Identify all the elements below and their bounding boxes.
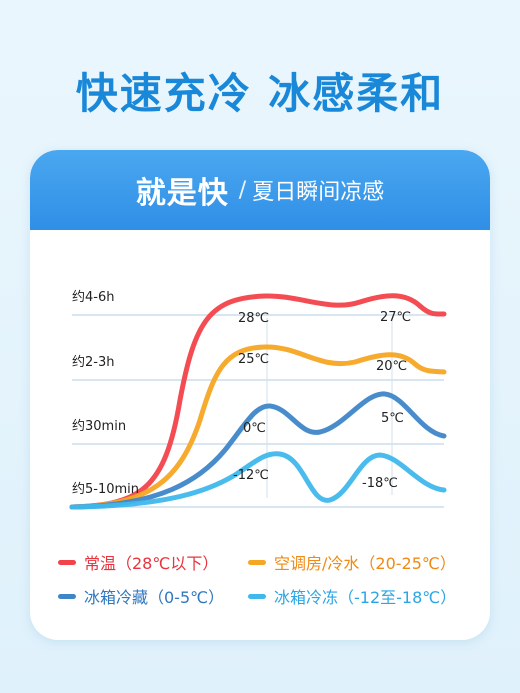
point-label: 25℃ — [238, 352, 269, 367]
legend-label: 空调房/冷水（20-25℃） — [274, 554, 456, 573]
legend-item: 常温（28℃以下） — [58, 550, 218, 574]
legend-item: 空调房/冷水（20-25℃） — [248, 550, 456, 574]
point-label: 20℃ — [376, 359, 407, 374]
card-title: 就是快 — [135, 176, 229, 211]
point-label: 27℃ — [380, 310, 411, 325]
legend-swatch — [58, 593, 76, 599]
chart-value-markers — [266, 318, 393, 498]
chart-card: 就是快 / 夏日瞬间凉感 — [30, 150, 490, 640]
point-label: 0℃ — [243, 421, 266, 436]
time-label: 约30min — [72, 419, 126, 434]
legend-item: 冰箱冷藏（0-5℃） — [58, 584, 224, 608]
point-label: 28℃ — [238, 311, 269, 326]
series-curve — [69, 451, 447, 510]
series-curve — [69, 344, 447, 510]
point-label: -18℃ — [362, 476, 398, 491]
card-header: 就是快 / 夏日瞬间凉感 — [30, 150, 490, 230]
legend-swatch — [58, 559, 76, 565]
chart-grid — [72, 314, 444, 508]
legend-item: 冰箱冷冻（-12至-18℃） — [248, 584, 456, 608]
chart-point-labels: 28℃ 27℃ 25℃ 20℃ 0℃ 5℃ -12℃ -18℃ — [233, 310, 411, 491]
chart-time-labels: 约4-6h 约2-3h 约30min 约5-10min — [72, 290, 139, 497]
legend-swatch — [248, 559, 266, 565]
card-subtitle: 夏日瞬间凉感 — [252, 180, 385, 205]
series-curve — [69, 391, 447, 510]
legend-label: 冰箱冷冻（-12至-18℃） — [274, 588, 457, 607]
legend-label: 常温（28℃以下） — [84, 554, 219, 573]
time-label: 约4-6h — [72, 290, 114, 305]
legend-swatch — [248, 593, 266, 599]
series-curve — [69, 293, 447, 510]
point-label: 5℃ — [381, 411, 404, 426]
title-separator: / — [238, 177, 247, 203]
point-label: -12℃ — [233, 468, 269, 483]
legend-label: 冰箱冷藏（0-5℃） — [84, 588, 225, 607]
time-label: 约5-10min — [72, 482, 139, 497]
headline: 快速充冷 冰感柔和 — [75, 69, 445, 118]
time-label: 约2-3h — [72, 355, 114, 370]
chart-curves — [69, 293, 447, 510]
